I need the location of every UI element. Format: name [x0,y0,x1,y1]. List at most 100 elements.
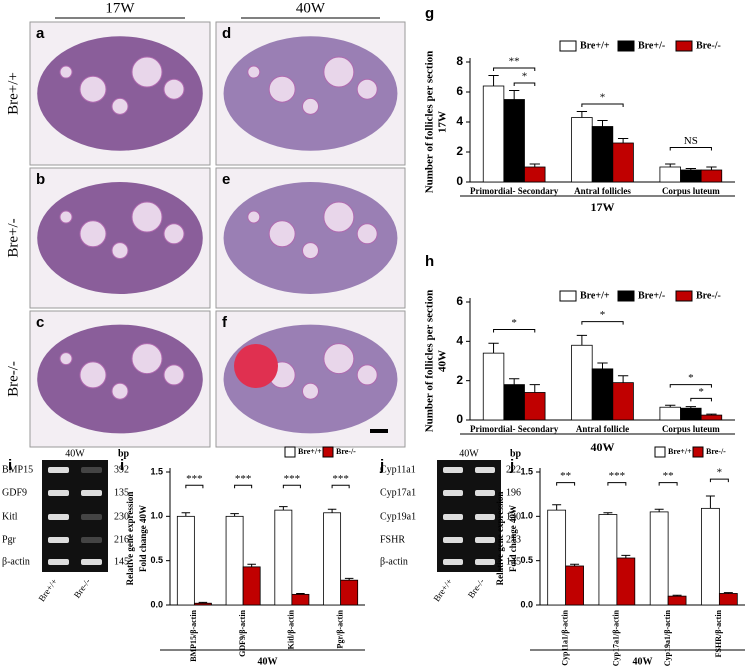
error-bar [621,554,631,559]
gene-label: Kitl [2,511,18,522]
significance-label: *** [284,473,301,485]
gene-label: GDF9 [2,487,27,498]
significance-bracket [607,482,627,486]
legend-label: Bre+/- [638,290,665,301]
gene-label: FSHR [380,534,405,545]
error-bar [198,601,208,604]
follicle [163,364,185,386]
significance-bracket [331,484,350,489]
follicle [131,201,163,233]
follicle [247,65,261,79]
legend-label: Bre+/+ [298,447,322,456]
follicle [79,361,107,389]
tissue [37,36,203,151]
bar [482,85,505,183]
x-tick-label: GDF9/β-actin [238,609,247,656]
legend-label: Bre-/- [696,40,721,51]
follicle [323,56,355,88]
error-bar [230,513,239,517]
bar [591,368,614,421]
gel-band [48,467,69,473]
significance-label: *** [186,473,203,485]
significance-label: * [717,467,723,479]
error-bar [296,592,305,595]
follicle [323,201,355,233]
x-tick-label: Corpus luteum [662,186,720,196]
error-bar [279,506,288,511]
bar [612,382,634,421]
panel-letter: i [120,457,124,474]
error-bar [597,362,608,369]
x-tick-label: Primordial- Secondary [470,424,559,434]
error-bar [723,592,733,594]
gel-band [81,490,102,496]
legend-swatch [617,290,635,302]
gel-band [81,467,102,473]
panel-letter: f [222,314,228,331]
bar [565,565,584,606]
significance-bracket [493,67,536,71]
panel-letter: e [222,171,230,188]
x-axis-label: 40W [258,656,278,667]
bar [701,507,720,606]
follicle [131,56,163,88]
significance-label: NS [684,135,698,147]
error-bar [654,508,664,512]
gel-band [475,559,495,565]
significance-bracket [709,478,729,483]
significance-bracket [669,147,712,151]
x-axis-label: 17W [591,200,615,214]
y-tick-label: 2 [456,144,463,158]
bp-label: bp [510,448,522,459]
follicle [163,78,185,100]
significance-bracket [185,484,204,489]
corpus [234,344,278,388]
y-tick-label: 8 [456,54,463,68]
panel-letter: i [8,457,12,474]
legend-swatch [675,290,693,302]
error-bar [576,334,588,346]
x-tick-label: Kitl/β-actin [287,609,296,649]
bp-label: bp [118,448,130,459]
follicle [302,97,319,115]
bar [571,117,593,183]
gel-band [48,537,69,543]
significance-bracket [234,484,253,489]
gel-band [475,467,495,473]
error-bar [705,495,715,509]
significance-bracket [669,384,712,388]
gel-band [443,490,463,496]
gel-band [48,514,69,520]
x-tick-label: Cyp11a1/β-actin [560,609,569,665]
bar [571,344,593,421]
follicle [59,210,73,224]
x-tick-label: Antral follicle [576,424,629,434]
gel-band [475,514,495,520]
y-tick-label: 1.0 [150,511,163,521]
gene-label: β-actin [380,556,408,567]
bar [524,166,546,183]
legend-swatch [654,446,666,458]
significance-label: *** [609,470,626,482]
significance-bracket [581,103,624,107]
gel-band [81,514,102,520]
x-tick-label: BMP15/β-actin [189,609,198,661]
gel-band [81,537,102,543]
error-bar [706,166,717,170]
y-tick-label: 6 [456,84,463,98]
bar [242,566,261,606]
bar [680,169,702,183]
error-bar [617,375,629,383]
legend-swatch [559,40,577,52]
legend-swatch [675,40,693,52]
legend-label: Bre+/+ [668,447,692,456]
significance-label: * [522,71,528,83]
follicle [356,78,378,100]
legend-swatch [617,40,635,52]
error-bar [327,508,337,513]
panel-letter: c [36,314,44,331]
y-axis-label: Number of follicles per section [424,51,436,194]
gel-band [443,537,463,543]
y-tick-label: 4 [456,114,463,128]
